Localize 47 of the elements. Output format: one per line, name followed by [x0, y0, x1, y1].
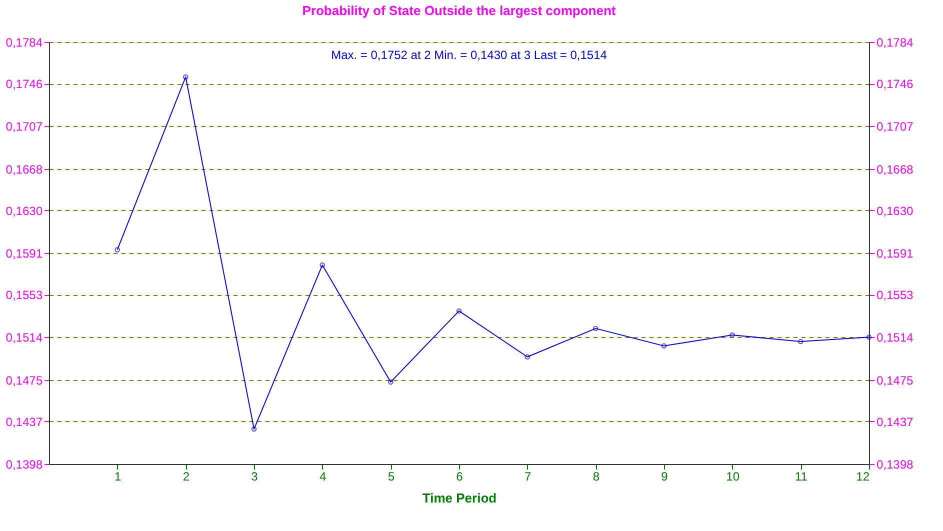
- point: [456, 308, 462, 314]
- y-tick-label: 0,1746: [6, 77, 43, 92]
- point: [183, 74, 188, 80]
- y-tick-label: 0,1630: [6, 204, 43, 218]
- y-tick-label: 0,1591: [6, 246, 43, 260]
- y-tick-label: 0,1784: [6, 36, 43, 50]
- point: [388, 379, 394, 385]
- point: [661, 343, 667, 349]
- x-tick-label: 1: [114, 470, 122, 484]
- x-tick-label: 4: [319, 470, 326, 484]
- point: [524, 354, 530, 360]
- x-tick-label: 2: [182, 470, 190, 484]
- y-tick-label: 0,1514: [6, 330, 43, 345]
- point: [798, 338, 804, 344]
- x-tick-label: 10: [726, 470, 740, 484]
- y2-tick-label: 0,1707: [876, 120, 914, 134]
- point: [730, 332, 735, 338]
- x-axis-title: Time Period: [422, 490, 497, 506]
- y2-tick-label: 0,1784: [876, 36, 914, 50]
- y-tick-label: 0,1437: [6, 414, 43, 429]
- y2-tick-label: 0,1630: [876, 204, 914, 218]
- y2-tick-label: 0,1591: [876, 246, 914, 260]
- y-tick-label: 0,1398: [6, 458, 43, 472]
- y2-tick-label: 0,1668: [876, 162, 914, 176]
- y2-tick-label: 0,1746: [876, 77, 914, 92]
- y2-tick-label: 0,1398: [876, 458, 914, 472]
- y2-tick-label: 0,1437: [876, 414, 914, 429]
- y2-tick-label: 0,1514: [876, 330, 914, 345]
- x-tick-label: 12: [856, 470, 870, 484]
- x-tick-label: 3: [251, 470, 258, 484]
- y-tick-label: 0,1668: [6, 162, 43, 176]
- y-tick-label: 0,1553: [6, 288, 43, 302]
- y-tick-label: 0,1707: [6, 120, 43, 134]
- x-tick-label: 9: [661, 470, 668, 484]
- point: [593, 326, 598, 332]
- x-tick-label: 6: [456, 470, 464, 484]
- y2-tick-label: 0,1475: [876, 373, 914, 388]
- point: [251, 426, 257, 432]
- x-tick-label: 8: [592, 470, 600, 484]
- y2-tick-label: 0,1553: [876, 288, 914, 302]
- y-tick-label: 0,1475: [6, 373, 43, 388]
- x-tick-label: 5: [388, 470, 395, 484]
- chart-title: Probability of State Outside the largest component: [302, 3, 616, 18]
- point: [320, 262, 325, 268]
- x-tick-label: 7: [524, 470, 532, 484]
- x-tick-label: 11: [794, 470, 808, 484]
- annotation: Max. = 0,1752 at 2 Min. = 0,1430 at 3 Last = 0,1514: [331, 48, 608, 62]
